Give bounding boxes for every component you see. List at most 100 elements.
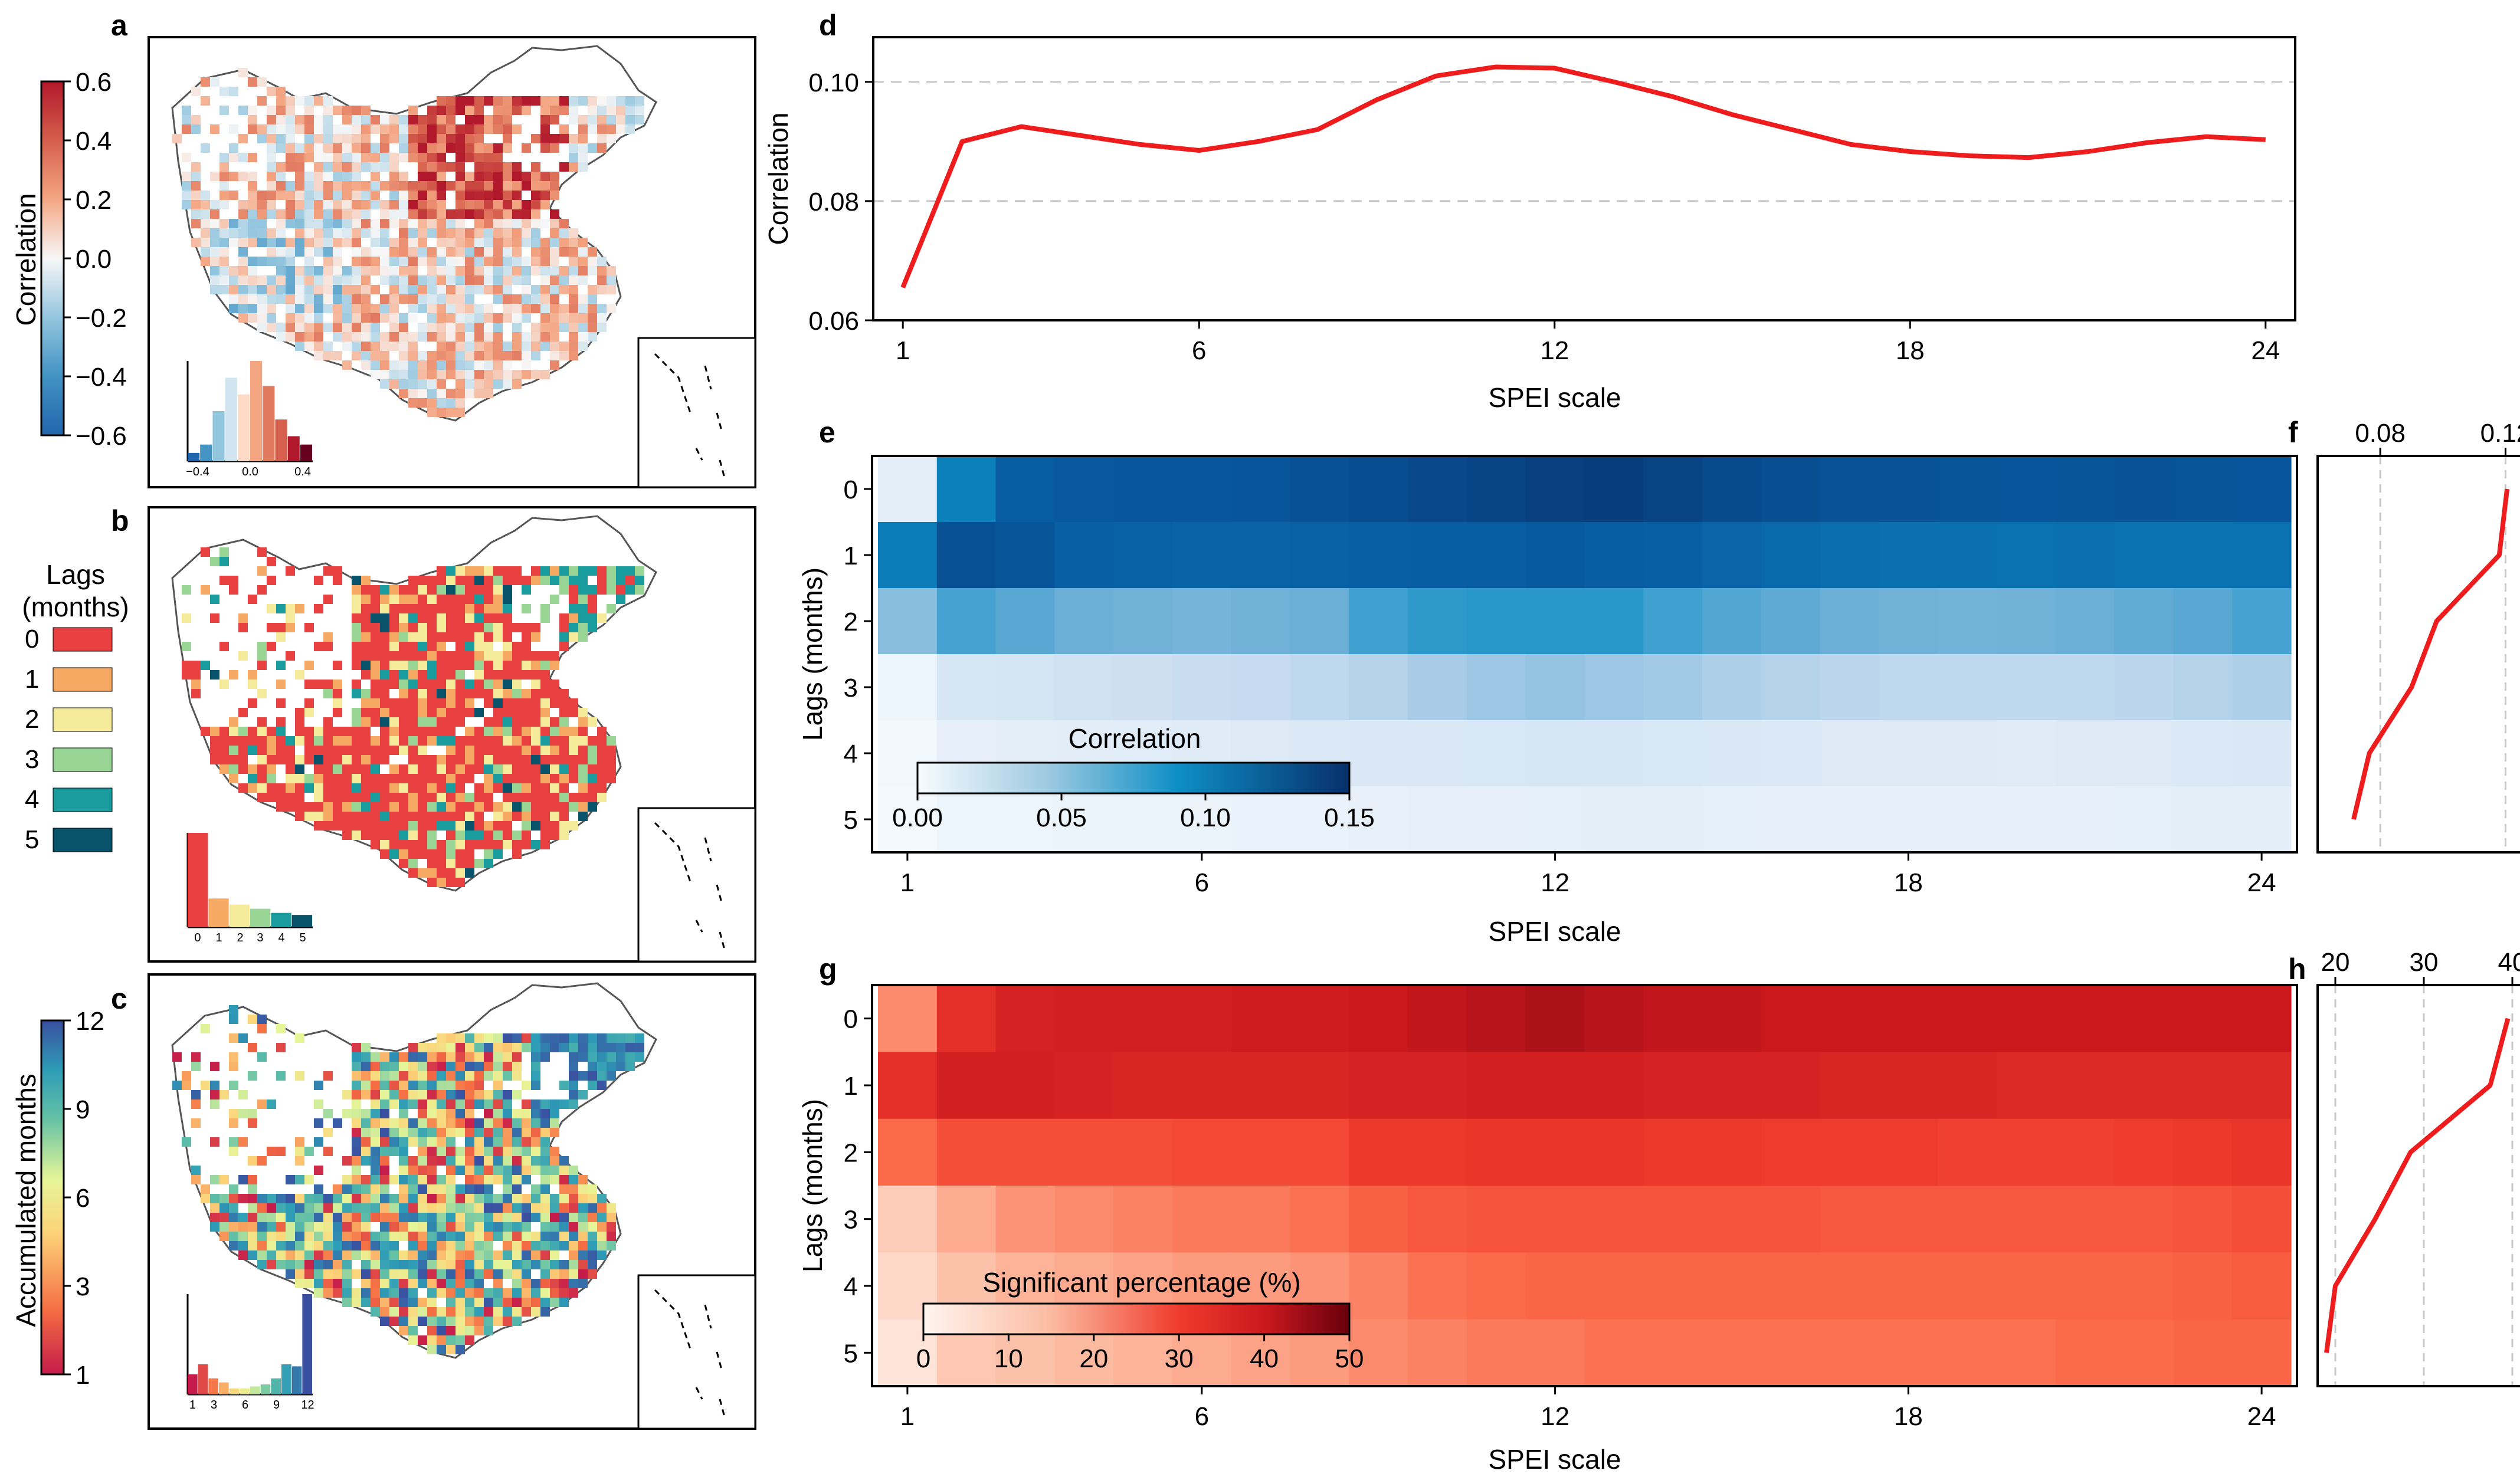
- map-cell: [229, 304, 238, 313]
- map-cell: [474, 1232, 484, 1241]
- map-cell: [361, 257, 371, 266]
- map-cell: [465, 115, 474, 124]
- map-cell: [465, 727, 474, 736]
- map-cell: [446, 1109, 455, 1118]
- map-cell: [493, 285, 503, 294]
- map-cell: [352, 209, 361, 219]
- map-cell: [427, 200, 437, 209]
- map-cell: [625, 124, 635, 134]
- map-cell: [540, 783, 550, 793]
- map-cell: [361, 1137, 371, 1147]
- map-cell: [323, 162, 333, 172]
- map-cell: [455, 604, 465, 613]
- heatmap-cell: [1408, 588, 1467, 655]
- map-cell: [371, 1260, 380, 1269]
- heatmap-cell: [1349, 522, 1408, 589]
- map-cell: [503, 1043, 512, 1052]
- map-cell: [182, 106, 191, 115]
- map-cell: [616, 1033, 625, 1043]
- map-cell: [531, 821, 540, 831]
- heatmap-cell: [1349, 1252, 1408, 1320]
- map-cell: [484, 285, 493, 294]
- map-cell: [371, 1194, 380, 1203]
- map-cell: [446, 576, 455, 585]
- map-cell: [210, 727, 219, 736]
- map-cell: [607, 1222, 616, 1232]
- map-cell: [597, 115, 607, 124]
- map-cell: [229, 1062, 238, 1071]
- map-cell: [540, 1213, 550, 1222]
- map-cell: [512, 294, 522, 304]
- map-cell: [484, 1156, 493, 1166]
- map-cell: [248, 1213, 257, 1222]
- map-cell: [522, 764, 531, 774]
- map-cell: [182, 200, 191, 209]
- map-cell: [522, 342, 531, 351]
- map-cell: [304, 1241, 314, 1250]
- map-cell: [493, 746, 503, 755]
- map-cell: [427, 1156, 437, 1166]
- map-cell: [465, 351, 474, 360]
- map-cell: [493, 106, 503, 115]
- map-cell: [455, 162, 465, 172]
- map-cell: [540, 1043, 550, 1052]
- map-cell: [418, 1269, 427, 1279]
- map-cell: [389, 275, 399, 285]
- heatmap-cell: [1349, 1186, 1408, 1253]
- map-cell: [333, 698, 342, 708]
- map-cell: [607, 1033, 616, 1043]
- map-cell: [286, 604, 295, 613]
- map-cell: [588, 1232, 597, 1241]
- map-cell: [474, 153, 484, 162]
- map-cell: [371, 162, 380, 172]
- map-cell: [361, 1052, 371, 1062]
- map-cell: [276, 294, 286, 304]
- map-cell: [540, 717, 550, 727]
- map-cell: [465, 370, 474, 379]
- map-cell: [408, 313, 418, 323]
- map-cell: [474, 1326, 484, 1335]
- map-cell: [474, 585, 484, 595]
- heatmap-cell: [1054, 985, 1114, 1052]
- map-cell: [267, 1203, 276, 1213]
- map-cell: [578, 623, 588, 632]
- map-cell: [342, 323, 352, 332]
- map-cell: [257, 1015, 267, 1024]
- hist-bar: [198, 1364, 208, 1394]
- map-cell: [512, 181, 522, 191]
- map-cell: [286, 238, 295, 247]
- map-cell: [455, 831, 465, 840]
- map-cell: [276, 209, 286, 219]
- map-cell: [182, 670, 191, 680]
- map-cell: [380, 604, 389, 613]
- map-cell: [578, 1222, 588, 1232]
- map-cell: [512, 1175, 522, 1184]
- heatmap-cell: [1113, 654, 1173, 721]
- map-cell: [352, 1213, 361, 1222]
- map-cell: [333, 661, 342, 670]
- x-tick-label: 40: [2498, 948, 2520, 977]
- heatmap-cell: [1525, 786, 1585, 853]
- map-cell: [361, 1279, 371, 1288]
- map-cell: [389, 379, 399, 389]
- map-cell: [484, 1175, 493, 1184]
- map-cell: [493, 1109, 503, 1118]
- map-cell: [484, 1071, 493, 1081]
- map-cell: [484, 859, 493, 868]
- map-cell: [342, 736, 352, 746]
- map-cell: [437, 153, 446, 162]
- map-cell: [503, 680, 512, 689]
- map-cell: [408, 1307, 418, 1317]
- map-cell: [474, 689, 484, 698]
- map-cell: [540, 670, 550, 680]
- heatmap-cell: [1820, 588, 1880, 655]
- heatmap-cell: [1584, 522, 1644, 589]
- map-cell: [229, 576, 238, 585]
- map-cell: [455, 1203, 465, 1213]
- hist-bar: [219, 1382, 229, 1394]
- map-cell: [427, 1241, 437, 1250]
- x-tick-label: 1: [900, 1402, 915, 1431]
- map-cell: [418, 209, 427, 219]
- map-cell: [531, 1307, 540, 1317]
